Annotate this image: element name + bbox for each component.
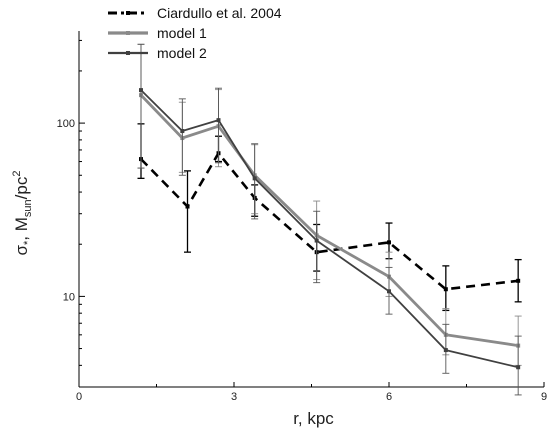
axis-labels: r, kpc σ*, Msun/pc2 [11, 171, 334, 428]
series-0 [137, 123, 522, 312]
legend-marker-0 [126, 11, 130, 15]
series-layer [137, 43, 522, 396]
data-point [180, 129, 185, 134]
plot-area: 0 3 6 9 10 100 [57, 31, 547, 403]
series-1 [137, 43, 522, 366]
data-point [443, 348, 448, 353]
x-tick-label-3: 3 [231, 391, 237, 403]
data-point [252, 176, 257, 181]
legend-label-2: model 2 [157, 45, 207, 61]
data-point [185, 204, 190, 209]
series-line-0 [140, 151, 519, 291]
data-point [314, 238, 319, 243]
data-point [139, 88, 143, 93]
x-axis-title: r, kpc [293, 409, 334, 428]
series-line-2 [140, 89, 519, 369]
series-2 [137, 43, 522, 396]
data-point [516, 365, 521, 370]
legend-marker-2 [126, 51, 130, 55]
data-point [387, 240, 391, 245]
data-point [516, 278, 521, 283]
legend-marker-1 [126, 31, 130, 35]
x-tick-label-6: 6 [386, 391, 392, 403]
y-axis-title: σ*, Msun/pc2 [11, 171, 34, 256]
y-tick-label-10: 10 [63, 291, 75, 303]
legend: Ciardullo et al. 2004 model 1 model 2 [108, 5, 282, 61]
legend-label-1: model 1 [157, 25, 207, 41]
data-point [216, 118, 221, 123]
y-tick-label-100: 100 [57, 118, 75, 130]
legend-label-0: Ciardullo et al. 2004 [157, 5, 282, 21]
data-point [443, 287, 448, 292]
x-tick-label-0: 0 [76, 391, 82, 403]
data-point [387, 289, 391, 294]
series-line-1 [139, 94, 519, 347]
x-tick-label-9: 9 [541, 391, 547, 403]
